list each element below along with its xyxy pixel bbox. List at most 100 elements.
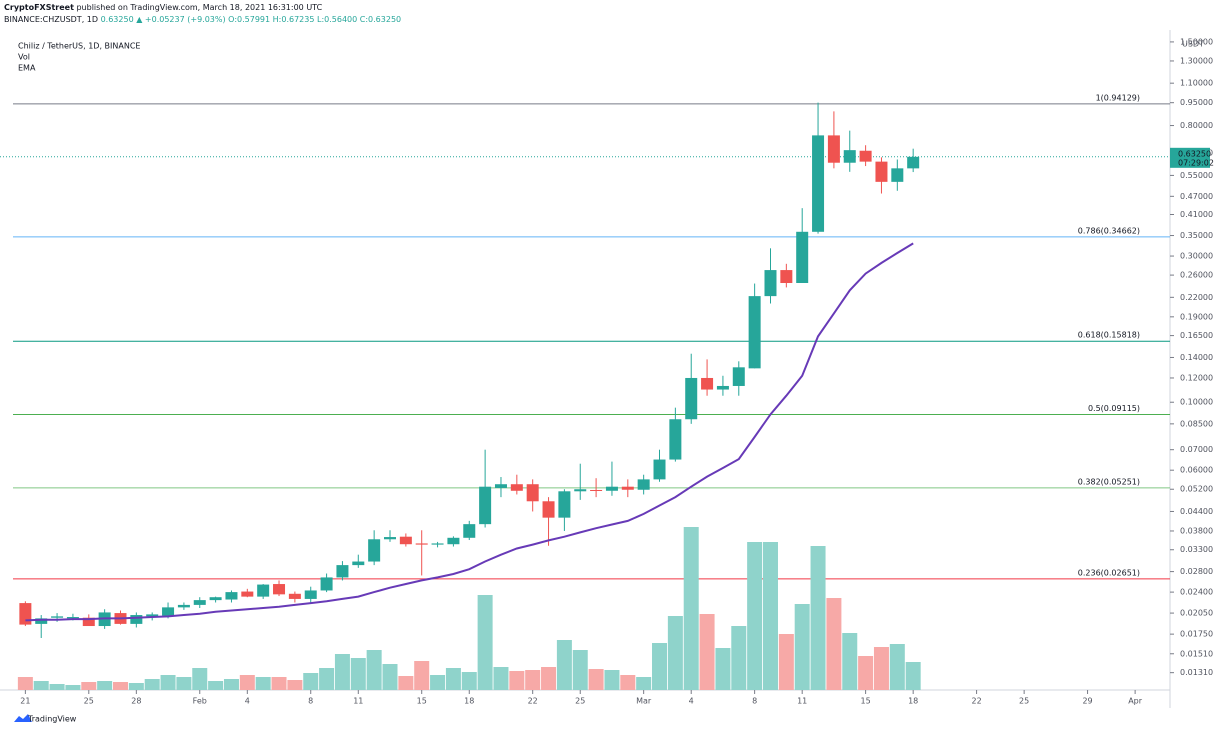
volume-bar	[667, 616, 683, 690]
y-tick-label: 0.35000	[1180, 231, 1213, 240]
plot-area: 1(0.94129) 0.786(0.34662) 0.618(0.15818) 0.…	[0, 93, 1170, 690]
volume-bar	[144, 679, 160, 690]
candle-body	[685, 377, 698, 420]
y-tick-label: 0.16500	[1180, 331, 1213, 340]
y-tick-label: 0.02050	[1180, 609, 1213, 618]
countdown: 07:29:02	[1178, 158, 1214, 167]
candle-body	[732, 367, 745, 386]
x-tick-label: 15	[861, 697, 871, 706]
volume-bar	[17, 677, 33, 690]
candle-body	[19, 603, 32, 625]
candle-body	[209, 597, 222, 601]
candle-body	[510, 484, 523, 491]
y-tick-label: 0.41000	[1180, 210, 1213, 219]
change: ▲ +0.05237 (+9.03%)	[136, 15, 225, 24]
volume-bar	[176, 677, 192, 690]
candle-body	[542, 501, 555, 518]
candle-body	[463, 524, 476, 538]
candle-body	[748, 296, 761, 369]
x-tick-label: 11	[797, 697, 807, 706]
legend-entry: Vol	[18, 53, 30, 62]
x-tick-label: 22	[528, 697, 538, 706]
volume-bar	[826, 598, 842, 690]
x-tick-label: 28	[131, 697, 141, 706]
y-tick-label: 0.10000	[1180, 398, 1213, 407]
y-tick-label: 0.03800	[1180, 526, 1213, 535]
quote-line: BINANCE:CHZUSDT, 1D 0.63250 ▲ +0.05237 (…	[4, 15, 401, 24]
volume-bar	[858, 656, 874, 690]
candle-body	[415, 543, 428, 545]
candle-body	[320, 577, 333, 591]
volume-bar	[525, 670, 541, 690]
y-tick-label: 0.12000	[1180, 373, 1213, 382]
candle-body	[590, 490, 603, 492]
candle-body	[384, 537, 396, 540]
x-tick-label: 11	[353, 697, 363, 706]
volume-bar	[319, 668, 335, 690]
legend-entry: Chiliz / TetherUS, 1D, BINANCE	[18, 42, 140, 51]
y-tick-label: 0.02800	[1180, 567, 1213, 576]
volume-bar	[271, 677, 287, 690]
volume-bar	[620, 675, 636, 690]
candle-body	[701, 377, 714, 390]
volume-bar	[683, 527, 699, 690]
volume-bar	[731, 626, 747, 690]
candle-body	[764, 270, 777, 297]
y-tick-label: 0.03300	[1180, 545, 1213, 554]
candle-body	[336, 565, 349, 578]
volume-bar	[588, 669, 604, 690]
candle-body	[875, 161, 888, 182]
candle-body	[51, 616, 64, 618]
header-line: CryptoFXStreet published on TradingView.…	[4, 3, 323, 12]
candle-body	[193, 600, 206, 605]
volume-bar	[366, 650, 382, 690]
candle-body	[891, 168, 904, 182]
candle-body	[812, 135, 825, 232]
volume-bar	[556, 640, 572, 690]
volume-bar	[128, 683, 144, 690]
volume-bar	[762, 542, 778, 690]
volume-bar	[636, 677, 652, 690]
y-tick-label: 1.50000	[1180, 37, 1213, 46]
published: published on TradingView.com, March 18, …	[76, 3, 322, 12]
candle-body	[130, 615, 143, 624]
volume-bar	[493, 667, 509, 690]
candle-body	[637, 479, 650, 490]
candle-body	[82, 617, 95, 627]
candle-body	[304, 590, 317, 599]
x-tick-label: Apr	[1128, 697, 1143, 706]
volume-bar	[33, 681, 49, 690]
candle-body	[526, 484, 539, 502]
volume-bar	[414, 661, 430, 690]
volume-bar	[398, 676, 414, 690]
candle-body	[479, 486, 492, 525]
volume-bar	[81, 682, 97, 690]
last: 0.63250	[101, 15, 134, 24]
logo: TradingView	[14, 714, 77, 724]
y-tick-label: 0.26000	[1180, 271, 1213, 280]
candle-body	[177, 604, 190, 608]
volume-bar	[334, 654, 350, 690]
volume-bar	[652, 643, 668, 690]
x-tick-label: 25	[575, 697, 585, 706]
candle-body	[621, 486, 634, 490]
candle-body	[431, 543, 444, 545]
volume-bar	[112, 682, 128, 690]
author: CryptoFXStreet	[4, 3, 74, 12]
y-tick-label: 0.14000	[1180, 353, 1213, 362]
fib-label: 0.786(0.34662)	[1078, 226, 1140, 235]
candle-body	[558, 491, 571, 518]
candle-body	[66, 617, 79, 619]
x-tick-label: 29	[1082, 697, 1092, 706]
candle-body	[146, 614, 159, 617]
candle-body	[494, 484, 507, 488]
volume-bar	[350, 658, 366, 690]
candle-body	[288, 593, 301, 599]
candle-body	[352, 561, 365, 566]
candle-body	[447, 537, 460, 545]
volume-bar	[208, 681, 224, 690]
candle-body	[843, 150, 856, 163]
x-tick-label: 8	[752, 697, 757, 706]
candle-body	[796, 231, 809, 284]
